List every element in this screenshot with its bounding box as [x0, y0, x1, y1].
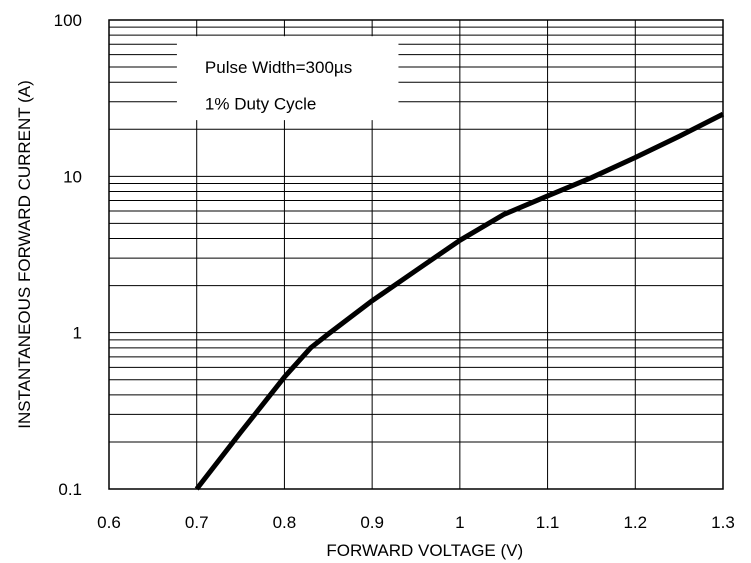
x-tick-label-6: 1.2: [623, 513, 647, 532]
tick-labels: 0.6 0.7 0.8 0.9 1 1.1 1.2 1.3 0.1 1 10 100: [54, 11, 735, 532]
x-tick-label-5: 1.1: [536, 513, 560, 532]
x-tick-label-0: 0.6: [97, 513, 121, 532]
x-axis-title: FORWARD VOLTAGE (V): [326, 541, 523, 560]
y-tick-label-2: 10: [63, 167, 82, 186]
plot-frame: [108, 19, 724, 490]
x-tick-label-3: 0.9: [360, 513, 384, 532]
y-axis-title: INSTANTANEOUS FORWARD CURRENT (A): [15, 80, 34, 429]
x-tick-label-7: 1.3: [711, 513, 735, 532]
x-tick-label-4: 1: [455, 513, 464, 532]
annotation-line-1: Pulse Width=300µs: [205, 58, 352, 77]
x-tick-label-2: 0.8: [273, 513, 297, 532]
y-tick-label-0: 0.1: [58, 480, 82, 499]
y-tick-label-3: 100: [54, 11, 82, 30]
grid: [108, 20, 724, 490]
x-tick-label-1: 0.7: [185, 513, 209, 532]
series-line: [194, 111, 725, 491]
annotation-line-2: 1% Duty Cycle: [205, 95, 316, 114]
annotation-box: [176, 36, 399, 121]
y-tick-label-1: 1: [73, 324, 82, 343]
annotation: Pulse Width=300µs 1% Duty Cycle: [205, 58, 352, 114]
